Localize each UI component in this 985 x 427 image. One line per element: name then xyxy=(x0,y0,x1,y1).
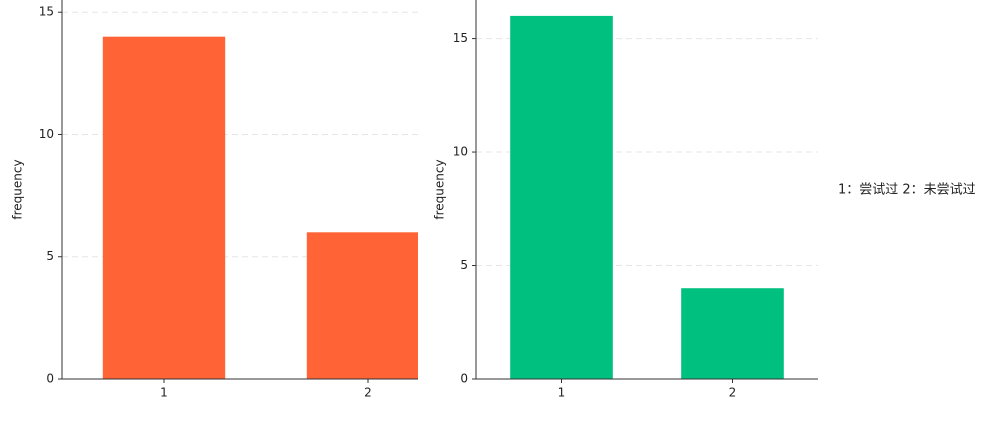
y-tick-label: 15 xyxy=(39,5,54,19)
y-tick-label: 5 xyxy=(46,249,54,263)
y-axis-label: frequency xyxy=(11,159,25,219)
bars xyxy=(102,36,418,379)
y-tick-label: 10 xyxy=(453,145,468,159)
bar xyxy=(510,15,613,379)
x-tick-label: 1 xyxy=(160,386,168,400)
y-tick-label: 0 xyxy=(46,372,54,386)
annotation: 1：尝试过 2：未尝试过 xyxy=(838,183,976,198)
y-axis-label: frequency xyxy=(433,159,447,219)
x-tick-label: 1 xyxy=(558,386,566,400)
bar xyxy=(102,36,226,379)
y-tick-label: 0 xyxy=(460,372,468,386)
bars xyxy=(510,15,784,379)
y-tick-label: 15 xyxy=(453,31,468,45)
bar xyxy=(306,232,418,379)
x-tick-label: 2 xyxy=(729,386,737,400)
x-tick-label: 2 xyxy=(364,386,372,400)
y-tick-label: 5 xyxy=(460,258,468,272)
bar xyxy=(681,288,784,379)
y-tick-label: 10 xyxy=(39,127,54,141)
